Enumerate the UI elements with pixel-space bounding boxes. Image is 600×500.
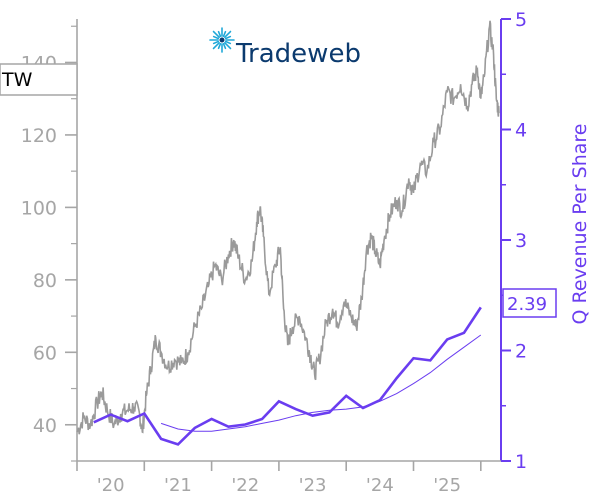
left-tick-label: 40 (33, 415, 57, 437)
x-tick-label: '24 (366, 475, 394, 496)
starburst-ray (222, 30, 227, 38)
starburst-ray (212, 42, 220, 50)
starburst-center (219, 37, 225, 43)
starburst-ray (224, 40, 232, 45)
left-tick-label: 100 (21, 197, 57, 219)
starburst-ray (224, 42, 232, 50)
x-tick-label: '22 (231, 475, 259, 496)
starburst-ray (222, 42, 227, 50)
right-tick-label: 1 (515, 451, 527, 473)
right-tick-label: 4 (515, 120, 527, 142)
starburst-ray (224, 35, 232, 40)
right-tick-label: 5 (515, 9, 527, 31)
left-tick-label: 60 (33, 342, 57, 364)
price-line (76, 20, 500, 435)
ticker-label: TW (0, 63, 78, 96)
starburst-ray (224, 30, 232, 38)
starburst-ray (212, 35, 220, 40)
right-tick-label: 2 (515, 341, 527, 363)
starburst-ray (217, 30, 222, 38)
last-value-box (502, 288, 557, 318)
ticker-box (0, 63, 78, 96)
right-axis: 1 2 3 4 5 (500, 9, 527, 473)
logo: Tradeweb (209, 27, 361, 69)
logo-text: Tradeweb (235, 39, 361, 69)
starburst-ray (212, 30, 220, 38)
revenue-trend-line (160, 334, 482, 432)
starburst-icon (209, 27, 235, 53)
x-tick-label: '21 (164, 475, 192, 496)
ticker-text: TW (1, 69, 33, 91)
x-tick-label: '20 (97, 475, 125, 496)
starburst-ray (217, 42, 222, 50)
x-tick-label: '25 (433, 475, 461, 496)
left-tick-label: 80 (33, 270, 57, 292)
left-tick-label: 120 (21, 125, 57, 147)
x-tick-label: '23 (299, 475, 327, 496)
revenue-line (93, 306, 482, 446)
right-tick-label: 3 (515, 230, 527, 252)
x-axis: '20 '21 '22 '23 '24 '25 (76, 460, 501, 496)
starburst-ray (212, 40, 220, 45)
right-axis-label: Q Revenue Per Share (569, 124, 591, 325)
last-value-label: 2.39 (502, 288, 557, 318)
last-value-text: 2.39 (507, 294, 547, 315)
